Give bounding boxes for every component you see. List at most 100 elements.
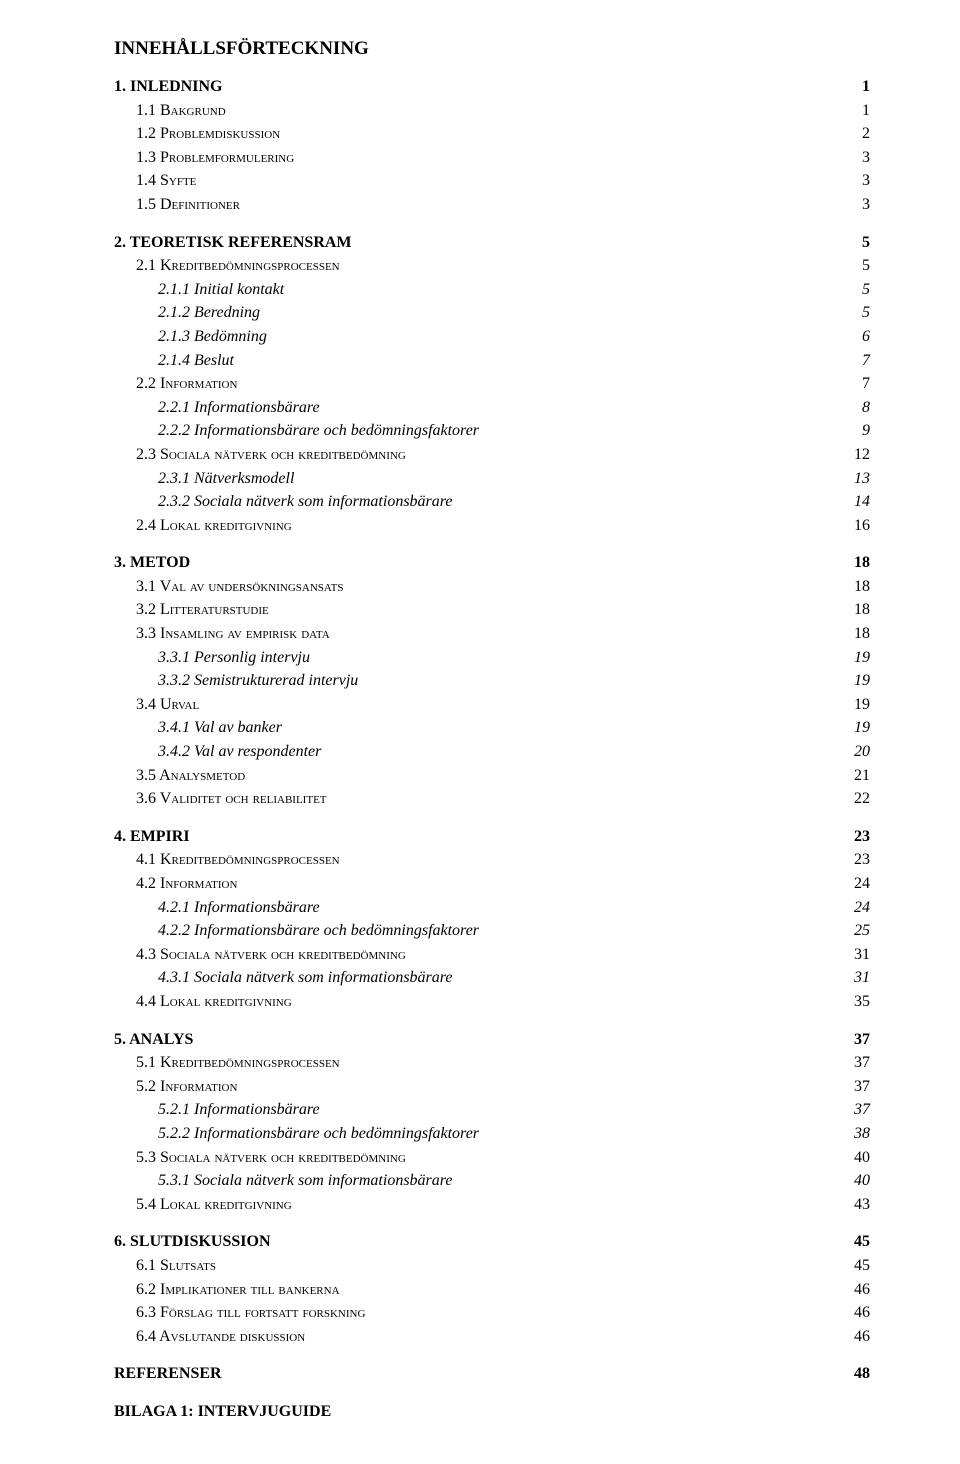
toc-entry: 2.2.1 Informationsbärare 8 <box>114 397 870 419</box>
toc-entry-page: 38 <box>844 1123 870 1145</box>
toc-entry: 5. ANALYS 37 <box>114 1029 870 1051</box>
toc-entry-page: 24 <box>844 873 870 895</box>
toc-entry-label: 4.3.1 Sociala nätverk som informationsbä… <box>158 967 453 989</box>
toc-entry: 5.2.2 Informationsbärare och bedömningsf… <box>114 1123 870 1145</box>
toc-entry-label: 4.4 Lokal kreditgivning <box>136 991 292 1013</box>
toc-entry-label: 4. EMPIRI <box>114 826 190 848</box>
toc-entry-label: 2.2 Information <box>136 373 237 395</box>
toc-entry-page: 8 <box>844 397 870 419</box>
toc-entry-page: 43 <box>844 1194 870 1216</box>
toc-entry-page: 46 <box>844 1326 870 1348</box>
toc-entry-label: 2.1 Kreditbedömningsprocessen <box>136 255 340 277</box>
toc-entry: 5.1 Kreditbedömningsprocessen 37 <box>114 1052 870 1074</box>
toc-entry-page: 18 <box>844 576 870 598</box>
toc-entry-page: 23 <box>844 849 870 871</box>
toc-entry-page: 23 <box>844 826 870 848</box>
toc-entry-label: 6.3 Förslag till fortsatt forskning <box>136 1302 365 1324</box>
toc-entry-page: 18 <box>844 623 870 645</box>
toc-entry-page: 37 <box>844 1052 870 1074</box>
toc-entry-page: 46 <box>844 1279 870 1301</box>
toc-entry-page: 13 <box>844 468 870 490</box>
toc-entry-label: 5.2.2 Informationsbärare och bedömningsf… <box>158 1123 479 1145</box>
toc-entry: 2.1.4 Beslut7 <box>114 350 870 372</box>
toc-entry-label: 5. ANALYS <box>114 1029 193 1051</box>
toc-entry: 3. METOD 18 <box>114 552 870 574</box>
toc-entry: 4.3.1 Sociala nätverk som informationsbä… <box>114 967 870 989</box>
toc-entry-page: 25 <box>844 920 870 942</box>
toc-entry-page: 2 <box>844 123 870 145</box>
toc-entry-label: 2.2.1 Informationsbärare <box>158 397 320 419</box>
toc-references: REFERENSER 48 <box>114 1363 870 1385</box>
toc-entry: 6.3 Förslag till fortsatt forskning 46 <box>114 1302 870 1324</box>
toc-entry: 5.4 Lokal kreditgivning43 <box>114 1194 870 1216</box>
toc-entry-page: 6 <box>844 326 870 348</box>
toc-entry-page: 5 <box>844 255 870 277</box>
toc-entry: 5.3.1 Sociala nätverk som informationsbä… <box>114 1170 870 1192</box>
toc-entry-page: 19 <box>844 670 870 692</box>
toc-entry-page: 45 <box>844 1231 870 1253</box>
toc-entry-page: 5 <box>844 302 870 324</box>
toc-entry: 2. TEORETISK REFERENSRAM5 <box>114 232 870 254</box>
toc-entry: 3.1 Val av undersökningsansats 18 <box>114 576 870 598</box>
toc-entry: 4. EMPIRI 23 <box>114 826 870 848</box>
toc-entry-label: 3. METOD <box>114 552 190 574</box>
toc-entry-page: 37 <box>844 1099 870 1121</box>
toc-entry-label: 2.3 Sociala nätverk och kreditbedömning <box>136 444 406 466</box>
toc-entry: 4.2.2 Informationsbärare och bedömningsf… <box>114 920 870 942</box>
toc-entry-label: 6. SLUTDISKUSSION <box>114 1231 271 1253</box>
toc-entry: 6. SLUTDISKUSSION 45 <box>114 1231 870 1253</box>
toc-entry-label: 5.3.1 Sociala nätverk som informationsbä… <box>158 1170 453 1192</box>
toc-entry-label: 1.5 Definitioner <box>136 194 240 216</box>
toc-entry-label: 2.1.2 Beredning <box>158 302 260 324</box>
toc-entry-label: 1.4 Syfte <box>136 170 196 192</box>
toc-entry-page: 37 <box>844 1029 870 1051</box>
toc-entry: 2.4 Lokal kreditgivning16 <box>114 515 870 537</box>
toc-appendix: BILAGA 1: INTERVJUGUIDE <box>114 1403 870 1421</box>
toc-entry: 1.5 Definitioner3 <box>114 194 870 216</box>
toc-entry-page: 5 <box>844 279 870 301</box>
toc-entry: 4.1 Kreditbedömningsprocessen23 <box>114 849 870 871</box>
toc-entry-label: 1.1 Bakgrund <box>136 100 226 122</box>
toc-entry: 6.1 Slutsats45 <box>114 1255 870 1277</box>
toc-entry: 1.3 Problemformulering3 <box>114 147 870 169</box>
toc-entry-page: 20 <box>844 741 870 763</box>
toc-entry-label: 3.4.1 Val av banker <box>158 717 282 739</box>
toc-entry-page: 24 <box>844 897 870 919</box>
toc-entry-label: 5.2 Information <box>136 1076 237 1098</box>
toc-entry-page: 31 <box>844 944 870 966</box>
toc-entry-label: 2.3.1 Nätverksmodell <box>158 468 294 490</box>
toc-entry: 3.4.1 Val av banker19 <box>114 717 870 739</box>
toc-entry-page: 7 <box>844 350 870 372</box>
toc-entry: 4.2 Information 24 <box>114 873 870 895</box>
toc-entry: 4.3 Sociala nätverk och kreditbedömning3… <box>114 944 870 966</box>
toc-entry: 2.1 Kreditbedömningsprocessen 5 <box>114 255 870 277</box>
toc-entry-page: 7 <box>844 373 870 395</box>
toc-entry: 2.2.2 Informationsbärare och bedömningsf… <box>114 420 870 442</box>
toc-entry-page: 1 <box>844 76 870 98</box>
toc-title: INNEHÅLLSFÖRTECKNING <box>114 38 870 60</box>
toc-entry-page: 22 <box>844 788 870 810</box>
toc-entry-label: 4.2 Information <box>136 873 237 895</box>
toc-entry-page: 45 <box>844 1255 870 1277</box>
toc-entry-label: 3.3 Insamling av empirisk data <box>136 623 330 645</box>
toc-entry-page: 48 <box>844 1363 870 1385</box>
toc-entry-page: 46 <box>844 1302 870 1324</box>
toc-entry-page: 18 <box>844 552 870 574</box>
toc-entry-label: 2.2.2 Informationsbärare och bedömningsf… <box>158 420 479 442</box>
toc-entry-page: 40 <box>844 1147 870 1169</box>
toc-entry: 5.2.1 Informationsbärare37 <box>114 1099 870 1121</box>
toc-entry: 5.3 Sociala nätverk och kreditbedömning4… <box>114 1147 870 1169</box>
toc-entry: 3.4.2 Val av respondenter20 <box>114 741 870 763</box>
toc-entry-page: 37 <box>844 1076 870 1098</box>
toc-entry-label: 3.1 Val av undersökningsansats <box>136 576 343 598</box>
toc-entry: 3.3 Insamling av empirisk data 18 <box>114 623 870 645</box>
toc-entry-label: 5.1 Kreditbedömningsprocessen <box>136 1052 340 1074</box>
toc-entry-label: 4.2.2 Informationsbärare och bedömningsf… <box>158 920 479 942</box>
toc-entry: 6.4 Avslutande diskussion46 <box>114 1326 870 1348</box>
toc-entry: 4.2.1 Informationsbärare24 <box>114 897 870 919</box>
toc-entry: 1. INLEDNING1 <box>114 76 870 98</box>
toc-entry-page: 16 <box>844 515 870 537</box>
toc-entry-label: 6.2 Implikationer till bankerna <box>136 1279 340 1301</box>
toc-entry: 2.1.1 Initial kontakt5 <box>114 279 870 301</box>
toc-entry-page: 1 <box>844 100 870 122</box>
